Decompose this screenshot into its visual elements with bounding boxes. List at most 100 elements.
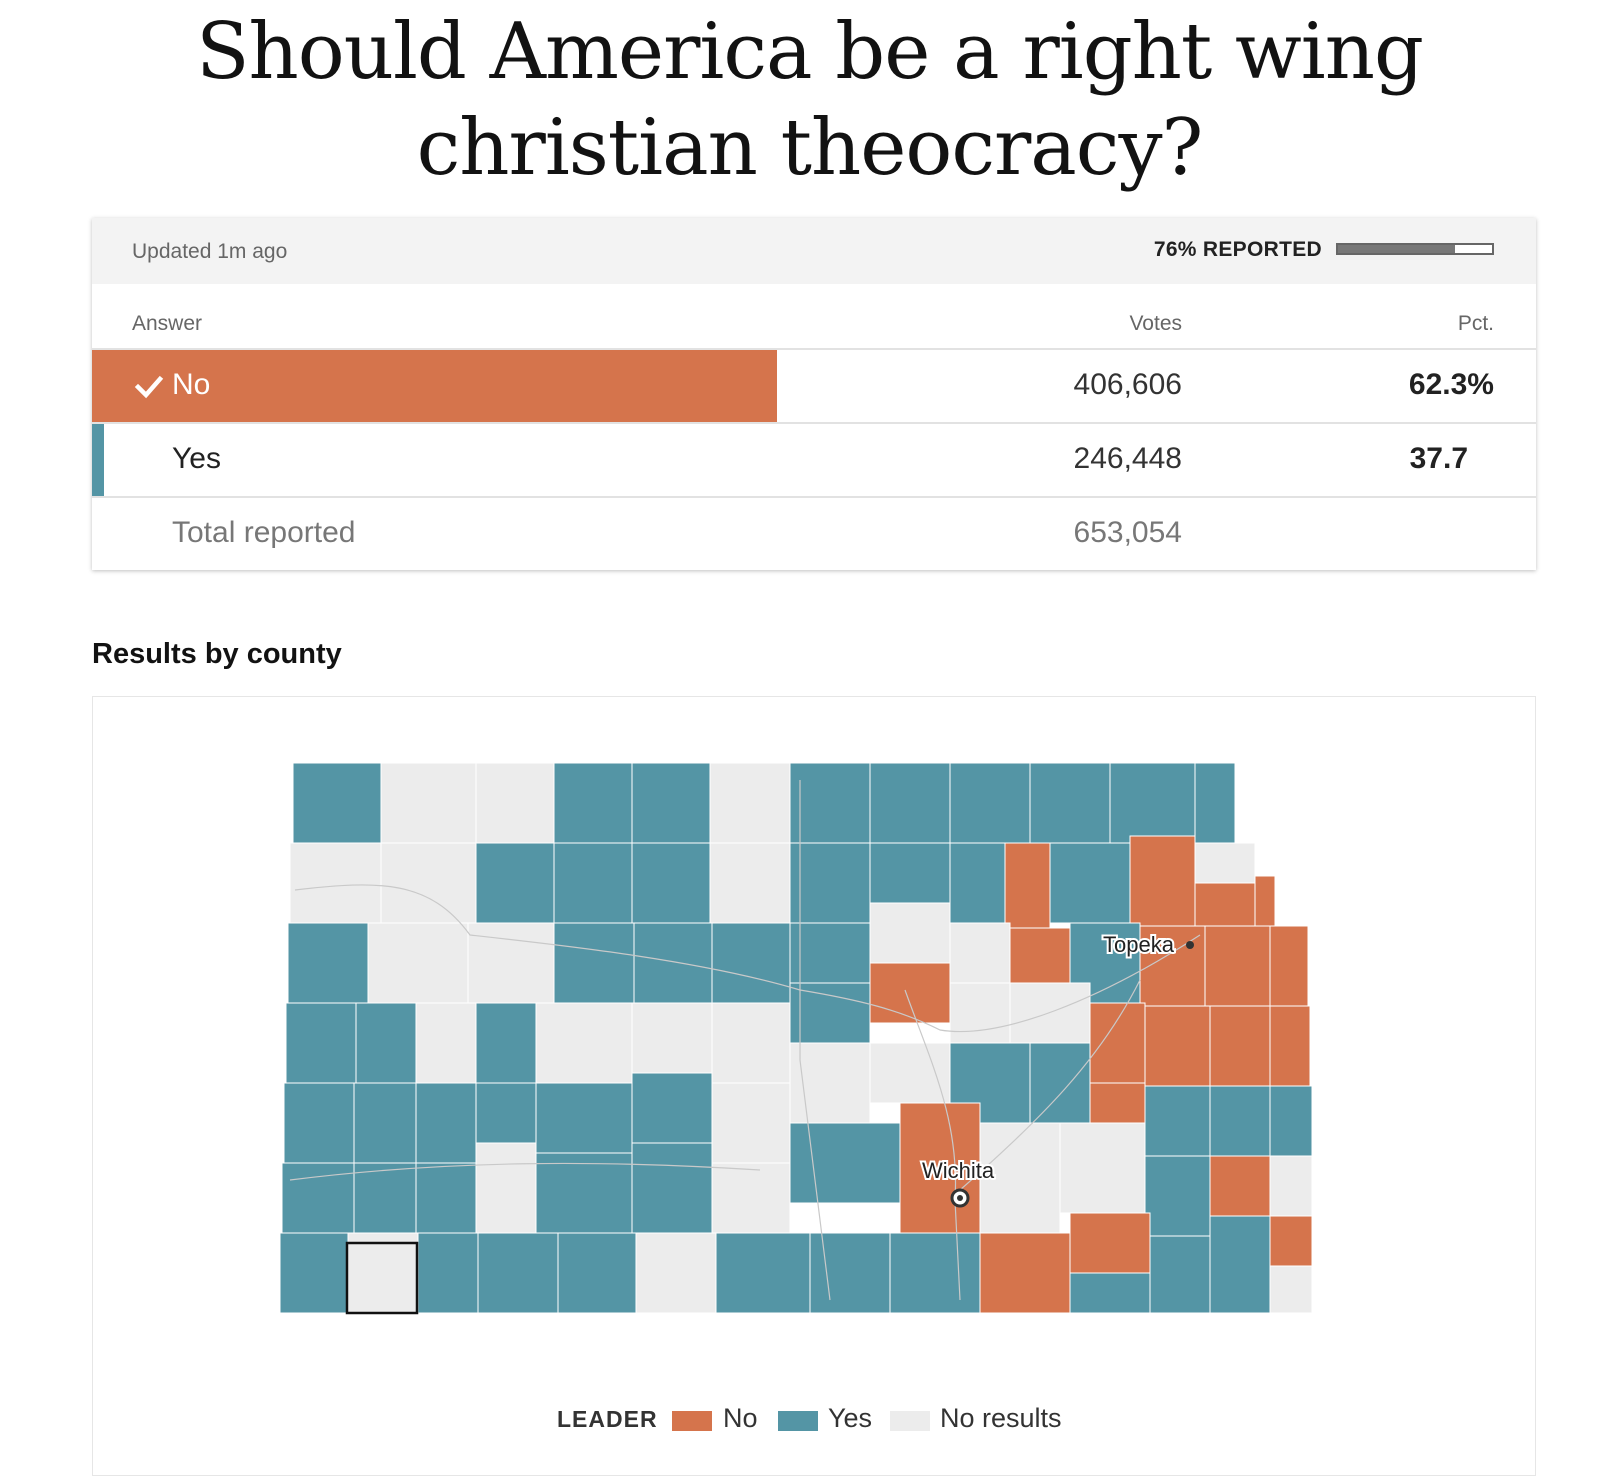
county-shape[interactable] [1269,1155,1313,1217]
county-shape[interactable] [1269,1085,1313,1157]
county-shape[interactable] [415,1082,477,1164]
county-shape[interactable] [1069,1212,1151,1274]
county-shape[interactable] [1269,1215,1313,1267]
county-shape[interactable] [1049,842,1131,924]
county-shape[interactable] [715,1232,811,1314]
county-shape[interactable] [1204,925,1271,1007]
county-shape[interactable] [631,842,711,924]
county-shape[interactable] [289,842,382,924]
county-shape[interactable] [1209,1005,1271,1087]
county-shape[interactable] [367,922,469,1004]
county-shape[interactable] [1144,1155,1211,1237]
county-shape[interactable] [283,1082,355,1164]
county-shape[interactable] [711,1002,791,1084]
county-shape[interactable] [475,1142,537,1234]
county-shape[interactable] [979,1232,1071,1314]
result-row-total: Total reported 653,054 [92,498,1536,570]
county-shape[interactable] [711,922,791,1004]
county-shape[interactable] [949,762,1031,844]
county-shape[interactable] [631,762,711,844]
county-shape[interactable] [1269,925,1309,1007]
county-shape[interactable] [789,1042,871,1124]
county-shape[interactable] [1029,762,1111,844]
county-shape[interactable] [1129,835,1196,927]
county-shape[interactable] [949,922,1011,984]
county-shape[interactable] [1194,842,1256,884]
county-shape[interactable] [789,762,871,844]
highway-line [959,979,1141,1191]
county-shape[interactable] [353,1162,417,1234]
county-shape[interactable] [789,1122,901,1204]
county-shape[interactable] [899,1102,981,1234]
county-shape[interactable] [1004,842,1051,929]
county-shape[interactable] [869,762,951,844]
county-shape[interactable] [631,1142,713,1234]
county-shape[interactable] [353,1082,417,1164]
county-shape[interactable] [633,922,713,1004]
answer-label: No [172,368,211,401]
county-shape[interactable] [1089,1002,1146,1084]
county-shape[interactable] [869,1042,951,1104]
county-shape[interactable] [789,922,871,984]
county-shape[interactable] [1009,927,1071,984]
county-shape[interactable] [631,1072,713,1144]
county-shape[interactable] [869,902,951,964]
county-shape[interactable] [475,1002,537,1084]
county-shape[interactable] [1029,1042,1091,1124]
county-shape[interactable] [1194,762,1236,844]
county-shape[interactable] [979,1122,1061,1234]
county-shape[interactable] [1069,1272,1151,1314]
county-shape[interactable] [380,842,477,924]
county-shape[interactable] [285,1002,357,1084]
county-shape[interactable] [557,1232,637,1314]
county-shape[interactable] [1209,1155,1271,1217]
county-shape[interactable] [475,842,555,924]
city-ring-center [957,1195,963,1201]
vote-count: 246,448 [1073,442,1182,475]
county-shape[interactable] [949,982,1011,1044]
county-shape[interactable] [809,1232,891,1314]
county-shape[interactable] [889,1232,981,1314]
county-shape[interactable] [1144,1005,1211,1087]
county-shape[interactable] [949,842,1006,924]
county-shape[interactable] [380,762,477,844]
county-shape[interactable] [553,922,635,1004]
county-shape[interactable] [287,922,369,1004]
county-shape[interactable] [477,1232,559,1314]
county-shape[interactable] [789,982,871,1044]
county-shape[interactable] [279,1232,349,1314]
county-shape[interactable] [347,1232,419,1314]
county-shape[interactable] [869,962,951,1024]
county-shape[interactable] [1269,1265,1313,1314]
county-shape[interactable] [1059,1122,1146,1214]
county-shape[interactable] [1209,1085,1271,1157]
county-shape[interactable] [635,1232,717,1314]
county-shape[interactable] [1269,1005,1311,1087]
county-shape[interactable] [709,762,791,844]
county-shape[interactable] [1149,1235,1211,1314]
county-shape[interactable] [417,1232,479,1314]
county-shape[interactable] [1144,1085,1211,1157]
county-shape[interactable] [869,842,951,904]
county-shape[interactable] [789,842,871,924]
county-shape[interactable] [1109,762,1196,844]
county-shape[interactable] [709,842,791,924]
county-shape[interactable] [553,842,633,924]
county-shape[interactable] [553,762,633,844]
county-shape[interactable] [631,1002,713,1084]
county-shape[interactable] [535,1152,633,1234]
county-shape[interactable] [415,1002,477,1084]
county-shape[interactable] [475,762,555,844]
county-shape[interactable] [535,1082,633,1164]
county-shape[interactable] [415,1162,477,1234]
county-shape[interactable] [292,762,382,844]
county-shape[interactable] [1209,1215,1271,1314]
county-shape[interactable] [355,1002,417,1084]
city-dot-icon [1186,941,1194,949]
county-shape[interactable] [711,1162,791,1234]
county-shape[interactable] [535,1002,633,1084]
county-shape[interactable] [1194,882,1256,929]
county-shape[interactable] [711,1082,791,1164]
county-shape[interactable] [1254,875,1276,927]
county-shape[interactable] [467,922,555,1004]
